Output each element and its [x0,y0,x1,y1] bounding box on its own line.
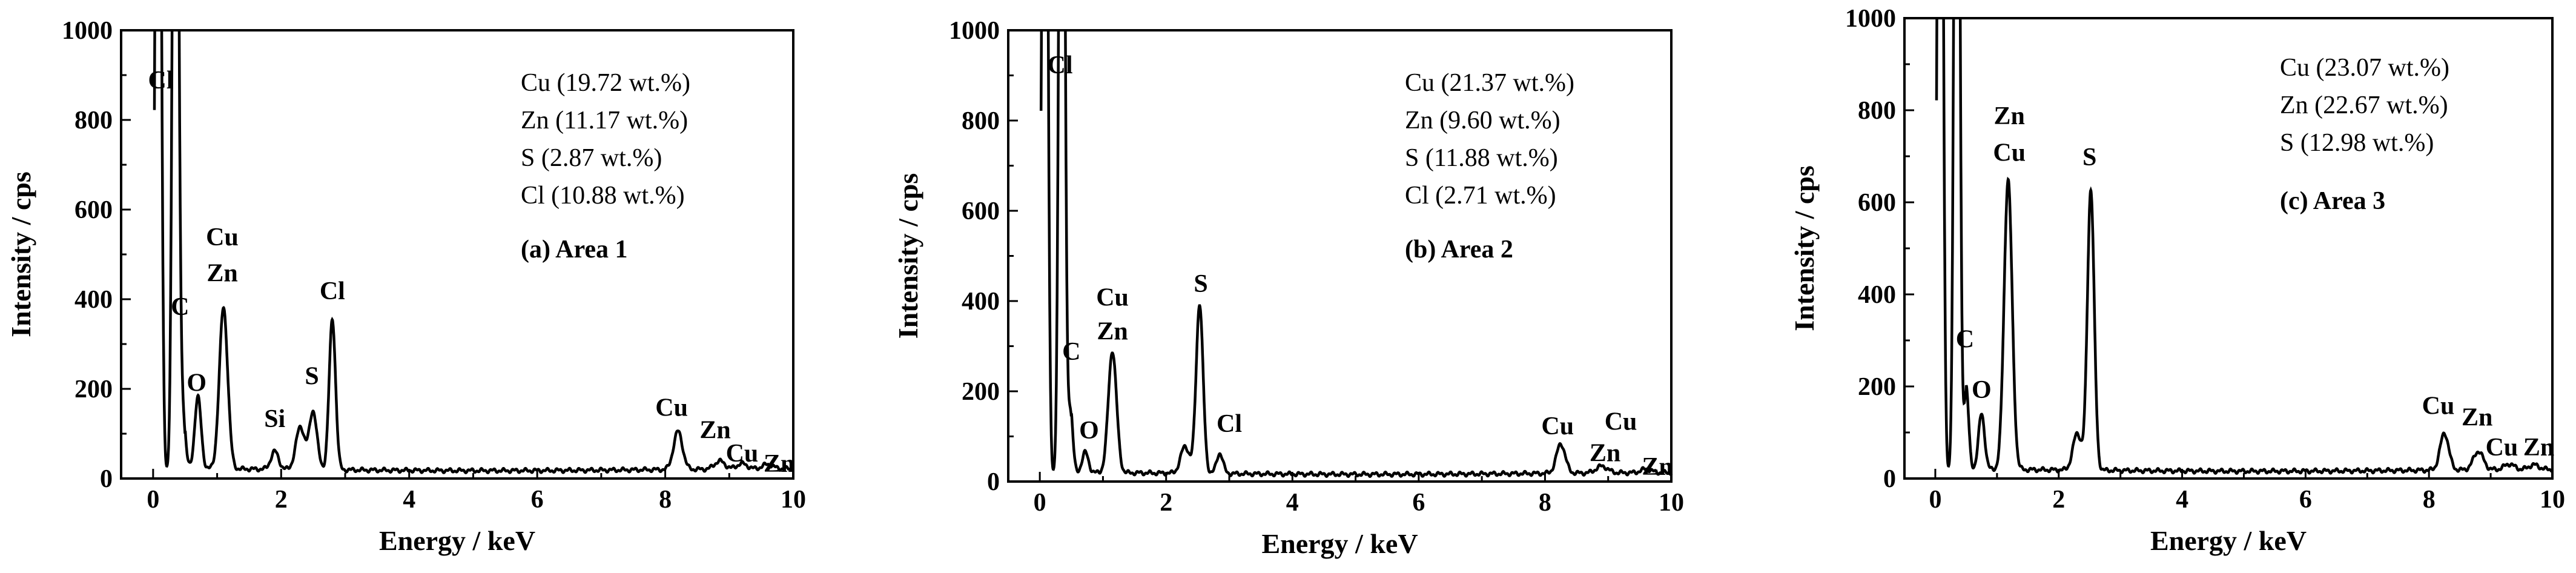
x-axis-title: Energy / keV [2150,525,2307,556]
peak-label: Zn [2462,404,2492,432]
peak-label: Cl [148,67,174,94]
peak-label: O [1972,376,1992,404]
y-tick-label: 400 [962,288,1000,316]
peak-label: C [1062,338,1080,366]
x-axis-title: Energy / keV [1261,528,1418,559]
y-tick-label: 200 [74,376,113,403]
peak-label: Cu [1605,408,1637,436]
x-tick-label: 6 [531,486,544,514]
peak-label: O [1079,417,1099,445]
x-tick-label: 8 [2423,486,2436,514]
panel-label: (c) Area 3 [2280,187,2385,215]
peak-label: O [187,369,206,397]
composition-line: S (12.98 wt.%) [2280,129,2434,157]
composition-line: Cl (10.88 wt.%) [521,182,685,210]
x-tick-label: 4 [2176,486,2188,514]
peak-label: Si [264,405,285,433]
x-tick-label: 10 [2540,486,2565,514]
y-tick-label: 200 [962,378,1000,406]
y-tick-label: 800 [74,107,113,134]
x-tick-label: 0 [1929,486,1941,514]
y-tick-label: 400 [1858,281,1896,309]
composition-line: Zn (11.17 wt.%) [521,107,688,134]
peak-label: Zn [1097,317,1128,345]
peak-label: Zn [764,450,794,478]
x-tick-label: 2 [1160,489,1172,517]
spectrum-line [1935,18,2552,475]
peak-label: C [171,293,189,321]
composition-line: Cu (21.37 wt.%) [1405,69,1574,97]
peak-label: Zn [206,259,237,287]
x-tick-label: 8 [1539,489,1551,517]
peak-label: S [305,363,319,391]
y-tick-label: 600 [74,196,113,224]
peak-label: Zn [2523,434,2554,462]
x-tick-label: 6 [1412,489,1425,517]
peak-label: Zn [1994,102,2025,130]
x-tick-label: 4 [403,486,415,514]
x-tick-label: 0 [147,486,159,514]
x-axis-title: Energy / keV [379,525,535,556]
composition-line: S (11.88 wt.%) [1405,144,1558,172]
peak-label: Zn [1642,453,1673,481]
y-tick-label: 800 [962,107,1000,135]
plot-frame [120,29,794,480]
x-tick-label: 10 [781,486,806,514]
composition-line: Cu (19.72 wt.%) [521,69,690,97]
y-tick-label: 800 [1858,97,1896,125]
peak-label: Zn [1590,439,1620,467]
spectrum-line [153,30,793,475]
peak-label: Cu [2486,434,2518,462]
peak-label: Cu [655,394,688,422]
x-tick-label: 4 [1286,489,1299,517]
peak-label: Cu [1993,139,2026,167]
panel-b: 0 2 4 6 8 10 0 200 400 600 800 1000 Energy / keV Inte… [893,17,1684,559]
x-tick-label: 6 [2299,486,2312,514]
peak-label: Cu [206,224,239,251]
panel-a: 0 2 4 6 8 10 0 200 400 600 800 1000 Energy / keV Inte… [5,17,806,556]
peak-label: S [2082,144,2096,171]
peak-label: Cu [1541,412,1574,440]
peak-label: Cu [1096,283,1129,311]
composition-line: Cl (2.71 wt.%) [1405,182,1556,210]
y-tick-label: 200 [1858,373,1896,401]
x-tick-label: 8 [659,486,672,514]
x-tick-label: 2 [275,486,288,514]
peak-label: Cl [1217,410,1242,438]
y-tick-label: 1000 [62,17,113,45]
y-tick-label: 400 [74,286,113,314]
peak-label: Cl [1048,51,1073,79]
y-tick-label: 1000 [949,17,1000,45]
panel-label: (a) Area 1 [521,236,628,263]
y-tick-label: 0 [1883,465,1896,493]
y-tick-label: 0 [987,468,1000,496]
composition-line: S (2.87 wt.%) [521,144,662,172]
spectrum-line [1039,30,1671,479]
y-axis-title: Intensity / cps [893,173,923,339]
y-tick-label: 600 [1858,189,1896,217]
peak-label: Cu [2422,392,2455,420]
y-axis-title: Intensity / cps [1789,165,1820,331]
peak-label: Zn [699,416,730,444]
x-tick-label: 10 [1659,489,1684,517]
peak-label: Cu [726,440,759,468]
y-axis-title: Intensity / cps [5,171,36,337]
peak-label: S [1194,270,1207,298]
y-tick-label: 1000 [1845,5,1896,33]
panel-label: (b) Area 2 [1405,236,1513,263]
panel-c: 0 2 4 6 8 10 0 200 400 600 800 1000 Energy / keV Inte… [1789,5,2565,556]
x-tick-label: 2 [2052,486,2065,514]
composition-line: Cu (23.07 wt.%) [2280,54,2449,82]
peak-label: Cl [320,277,345,305]
y-tick-label: 600 [962,197,1000,225]
composition-line: Zn (22.67 wt.%) [2280,91,2448,119]
composition-line: Zn (9.60 wt.%) [1405,107,1560,134]
x-tick-label: 0 [1034,489,1046,517]
y-tick-label: 0 [100,465,113,493]
peak-label: C [1956,325,1974,353]
